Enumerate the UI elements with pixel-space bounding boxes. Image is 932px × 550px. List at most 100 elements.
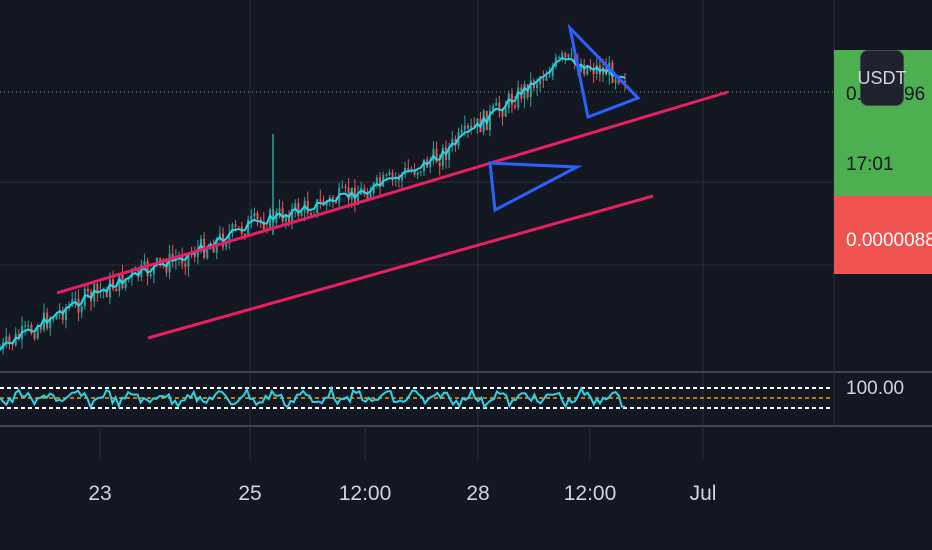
candle-body: [488, 110, 491, 131]
channel-lower-line[interactable]: [147, 194, 654, 340]
candle-body: [118, 273, 121, 292]
candle-body: [529, 80, 532, 98]
candle-body: [539, 78, 542, 85]
candle-body: [341, 186, 344, 188]
candle-body: [463, 125, 466, 130]
candle-body: [401, 174, 404, 181]
bid-price-box: [834, 196, 932, 274]
candle-body: [294, 203, 297, 209]
candle-body: [96, 283, 99, 292]
candle-body: [316, 199, 319, 215]
candle-body: [385, 174, 388, 176]
channel-upper-line[interactable]: [56, 90, 729, 295]
bid-price-label: 0.00000888: [846, 230, 932, 251]
moving-average-line: [0, 56, 626, 351]
candle-body: [247, 219, 250, 236]
candle-body: [523, 84, 526, 99]
candle-body: [551, 66, 554, 77]
candle-body: [196, 248, 199, 258]
candle-body: [422, 159, 425, 172]
candle-body: [64, 308, 67, 320]
candle-body: [52, 319, 55, 321]
candle-body: [309, 213, 312, 215]
candle-body: [492, 105, 495, 111]
candles: [0, 47, 626, 355]
time-tick-label: 23: [88, 482, 111, 505]
candle-body: [253, 213, 256, 217]
candle-body: [570, 53, 573, 55]
candle-body: [306, 200, 309, 214]
candle-body: [366, 194, 369, 201]
currency-badge[interactable]: USDT: [857, 50, 907, 106]
candle-body: [391, 172, 394, 178]
candle-body: [234, 224, 237, 227]
candle-body: [448, 146, 451, 160]
candle-body: [168, 253, 171, 273]
triangle-pattern-top[interactable]: [567, 23, 641, 120]
candle-body: [407, 168, 410, 171]
candle-body: [416, 172, 419, 175]
time-tick-label: 25: [238, 482, 261, 505]
candle-body: [617, 79, 620, 83]
candle-body: [438, 162, 441, 167]
candle-body: [137, 267, 140, 278]
candle-body: [514, 105, 517, 108]
candle-body: [143, 261, 146, 265]
candle-body: [624, 81, 626, 83]
candle-body: [291, 208, 294, 224]
candle-body: [55, 312, 58, 320]
candle-body: [243, 233, 246, 236]
time-axis: 23 25 12:00 28 12:00 Jul: [88, 426, 716, 505]
candle-body: [27, 324, 30, 326]
candle-body: [357, 194, 360, 205]
candle-body: [108, 279, 111, 298]
candle-body: [567, 54, 570, 58]
candle-body: [504, 108, 507, 117]
candle-body: [287, 216, 290, 224]
candle-body: [231, 224, 234, 233]
candle-body: [284, 216, 287, 222]
candle-body: [388, 172, 391, 175]
candle-body: [275, 212, 278, 223]
candle-body: [36, 326, 39, 339]
candle-body: [592, 69, 595, 74]
candle-body: [39, 326, 42, 330]
candle-body: [146, 261, 149, 277]
candle-body: [159, 257, 162, 262]
candle-body: [482, 110, 485, 133]
candle-body: [335, 201, 338, 204]
currency-badge-label: USDT: [857, 67, 907, 88]
candle-body: [517, 87, 520, 108]
candle-body: [300, 212, 303, 216]
candle-body: [46, 312, 49, 329]
candle-body: [542, 78, 545, 81]
candle-body: [558, 57, 561, 59]
candle-body: [473, 125, 476, 127]
candle-body: [250, 216, 253, 220]
candle-body: [548, 76, 551, 78]
candle-body: [225, 243, 228, 247]
rsi-line: [0, 385, 625, 411]
candle-body: [347, 187, 350, 200]
candle-body: [429, 161, 432, 168]
candle-body: [281, 208, 284, 222]
candle-body: [595, 65, 598, 74]
triangle-pattern-mid[interactable]: [488, 161, 583, 213]
candle-body: [237, 226, 240, 228]
candle-body: [228, 232, 231, 244]
candle-body: [24, 325, 27, 327]
rsi-panel: 100.00: [0, 378, 904, 411]
candle-body: [115, 288, 118, 292]
candle-body: [86, 288, 89, 292]
candle-body: [441, 147, 444, 167]
candle-body: [325, 201, 328, 206]
candle-body: [419, 171, 422, 173]
candle-body: [580, 64, 583, 72]
candle-body: [218, 233, 221, 239]
candle-body: [259, 219, 262, 222]
candle-body: [124, 279, 127, 289]
candle-body: [149, 274, 152, 277]
candle-body: [614, 79, 617, 83]
candle-body: [212, 244, 215, 253]
